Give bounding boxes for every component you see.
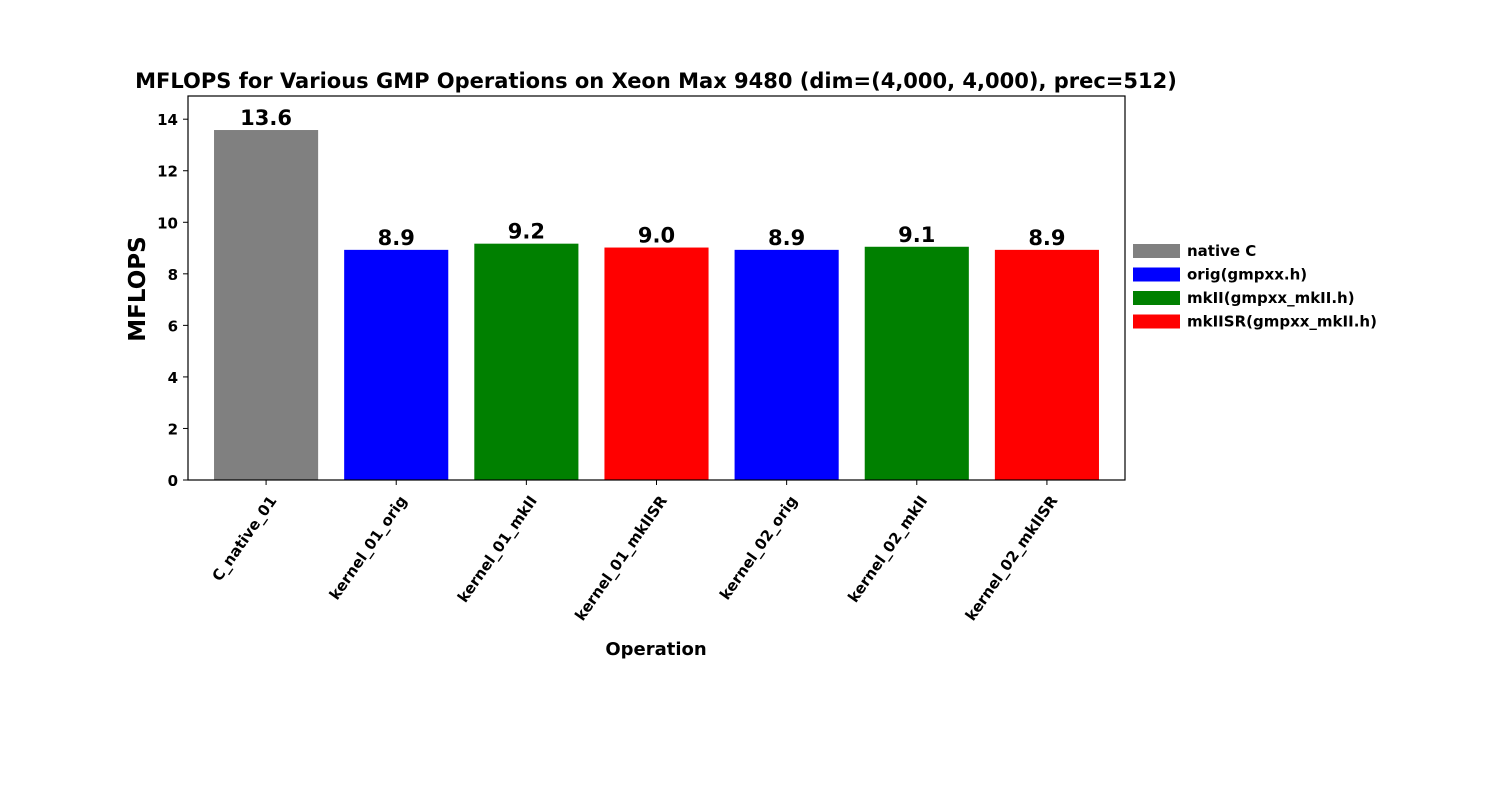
y-tick-label-0: 0 <box>168 472 178 490</box>
value-label-kernel_01_mkIISR: 9.0 <box>638 224 675 248</box>
y-tick-label-12: 12 <box>157 163 178 181</box>
legend-swatch-1 <box>1133 267 1180 282</box>
y-tick-label-10: 10 <box>157 214 178 232</box>
legend-swatch-2 <box>1133 291 1180 305</box>
x-tick-label-kernel_02_mkIISR: kernel_02_mkIISR <box>962 492 1062 624</box>
chart-title: MFLOPS for Various GMP Operations on Xeo… <box>135 69 1177 93</box>
legend-label-3: mkIISR(gmpxx_mkII.h) <box>1187 313 1377 331</box>
x-tick-label-C_native_01: C_native_01 <box>208 492 280 584</box>
value-label-kernel_02_orig: 8.9 <box>768 226 805 250</box>
x-tick-label-kernel_01_mkII: kernel_01_mkII <box>454 492 541 605</box>
value-label-kernel_01_orig: 8.9 <box>378 226 415 250</box>
plot-frame <box>187 95 1126 481</box>
legend-label-1: orig(gmpxx.h) <box>1187 266 1307 284</box>
legend-swatch-3 <box>1133 314 1180 329</box>
y-axis-label: MFLOPS <box>125 236 151 341</box>
y-tick-label-6: 6 <box>168 317 178 335</box>
legend-label-0: native C <box>1187 242 1256 260</box>
legend-swatch-0 <box>1133 244 1180 258</box>
x-tick-label-kernel_01_orig: kernel_01_orig <box>326 492 411 603</box>
value-label-kernel_01_mkII: 9.2 <box>508 220 545 244</box>
value-label-C_native_01: 13.6 <box>240 106 292 130</box>
bar-kernel_02_mkIISR <box>994 249 1099 480</box>
y-tick-label-14: 14 <box>157 111 178 129</box>
bar-kernel_01_mkIISR <box>604 247 709 480</box>
bar-kernel_01_orig <box>344 249 449 480</box>
x-tick-label-kernel_02_mkII: kernel_02_mkII <box>844 492 931 605</box>
x-tick-label-kernel_02_orig: kernel_02_orig <box>716 492 801 603</box>
x-axis-label: Operation <box>605 639 706 660</box>
value-label-kernel_02_mkII: 9.1 <box>898 223 935 247</box>
bar-kernel_02_mkII <box>864 246 969 480</box>
y-tick-label-4: 4 <box>168 369 178 387</box>
legend-label-2: mkII(gmpxx_mkII.h) <box>1187 289 1355 307</box>
y-tick-label-8: 8 <box>168 266 178 284</box>
legend: native C orig(gmpxx.h) mkII(gmpxx_mkII.h)m… <box>1133 242 1377 331</box>
bar-kernel_02_orig <box>734 249 839 480</box>
y-tick-label-2: 2 <box>168 420 178 438</box>
bar-kernel_01_mkII <box>474 243 579 480</box>
value-label-kernel_02_mkIISR: 8.9 <box>1028 226 1065 250</box>
x-tick-label-kernel_01_mkIISR: kernel_01_mkIISR <box>571 492 671 624</box>
bar-C_native_01 <box>214 130 319 480</box>
